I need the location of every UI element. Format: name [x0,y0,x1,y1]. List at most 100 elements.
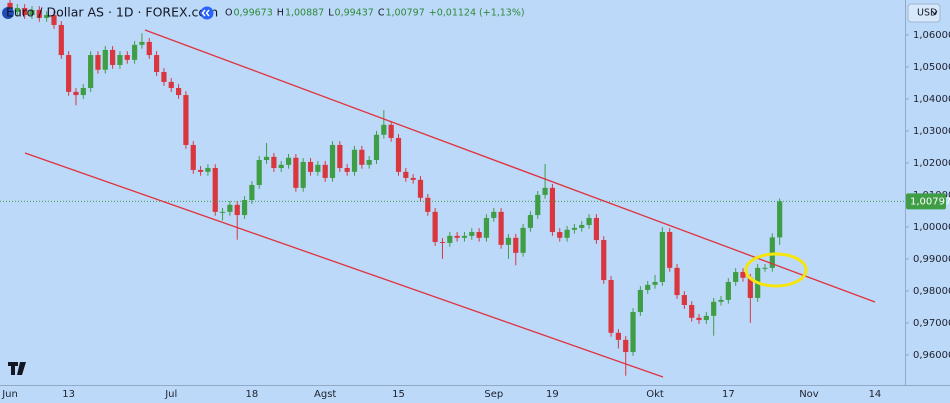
candle-body [168,81,174,89]
candle-body [586,217,592,225]
candle-body [395,137,402,172]
candle-body [351,149,358,172]
legend-label: L [328,8,334,19]
candle-body [29,9,35,16]
candle-body [469,232,475,236]
candle-body [256,160,262,185]
candle-body [154,55,160,73]
candle-body [637,289,643,313]
candle-body [293,157,299,188]
candle-body [593,217,599,241]
candle-body [601,240,607,281]
legend-change: +0,01124 (+1,13%) [429,8,525,19]
axis-labels: 0,960000,970000,980000,990001,000001,010… [1,30,950,400]
candle-body [381,124,387,135]
currency-label: USD [917,8,937,19]
candle-body [527,215,534,228]
y-tick-label: 1,02000 [913,158,950,169]
collapse-icon [201,9,210,17]
candle-body [124,55,130,60]
candle-body [645,284,651,290]
tradingview-logo [8,362,26,375]
candle-body [322,164,328,178]
candle-body [733,272,739,282]
candle-body [513,237,519,253]
candle-body [139,41,145,45]
candle-body [623,339,629,353]
y-tick-label: 1,00000 [913,222,950,233]
candle-body [630,312,636,353]
candle-body [300,161,306,188]
x-tick-label: 17 [722,389,735,400]
legend-value: 1,00797 [385,8,424,19]
lower-trendline [24,152,664,378]
ohlc-legend: O 0,99673 H 1,00887 L 0,99437 C 1,00797 +0,01124… [225,8,525,19]
legend-label: C [378,8,385,19]
candle-body [425,197,431,212]
candle-body [95,55,101,70]
candle-body [249,184,255,201]
candle-body [454,235,460,238]
candle-body [337,144,343,169]
currency-caret [931,10,938,15]
legend-label: O [225,8,232,19]
candle-body [190,144,196,170]
symbol-flag [2,7,14,19]
candle-body [505,237,512,245]
y-tick-label: 0,99000 [913,254,950,265]
candle-body [36,9,42,18]
candle-body [388,124,394,138]
x-tick-label: Sep [484,389,503,400]
candle-body [703,315,709,321]
candle-body [571,227,578,230]
candle-body [476,232,482,238]
candle-body [432,211,438,242]
legend-value: 0,99437 [335,8,374,19]
candle-body [132,44,138,60]
candle-body [659,232,665,282]
legend-value: 0,99673 [233,8,272,19]
candle-body [696,317,702,321]
candle-body [307,161,314,172]
candle-body [491,211,497,218]
x-tick-label: 14 [869,389,882,400]
candle-body [461,235,468,238]
candle-body [373,134,380,161]
currency-button[interactable] [907,3,941,23]
candle-body [183,95,189,145]
candle-body [14,8,20,12]
x-tick-label: Agst [314,389,336,400]
candle-body [740,272,746,278]
x-tick-label: Jul [164,389,177,400]
candle-body [161,72,167,82]
candle-body [278,164,284,169]
x-tick-label: 18 [246,389,259,400]
candle-body [711,301,717,316]
candle-body [102,49,108,70]
candle-body [564,229,570,238]
candle-body [725,281,731,300]
candle-body [403,171,409,178]
candle-body [718,299,724,302]
candle-body [417,179,424,198]
candle-body [344,168,350,172]
candle-body [175,88,182,96]
candle-body [674,267,680,296]
y-tick-label: 1,03000 [913,126,950,137]
candle-body [542,187,548,195]
upper-trendline [144,29,876,303]
candle-body [447,235,453,243]
candle-body [652,281,658,285]
candle-body [205,168,211,172]
candle-body [681,295,687,305]
x-tick-label: Nov [799,389,819,400]
candle-body [410,177,416,180]
x-tick-label: 13 [62,389,75,400]
candle-body [197,169,204,172]
last-price-box [906,193,946,210]
candle-body [110,49,116,65]
candle-body [762,267,768,269]
